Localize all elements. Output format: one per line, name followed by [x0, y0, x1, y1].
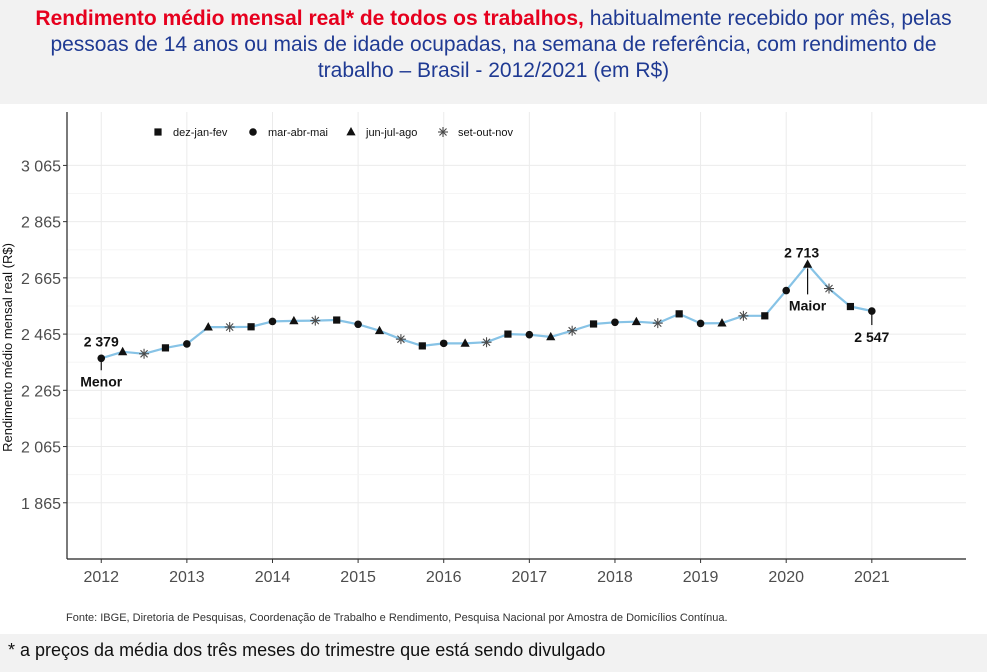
x-tick-label: 2015: [340, 569, 376, 586]
y-tick-label: 2 065: [21, 440, 61, 457]
legend-label: jun-jul-ago: [365, 127, 417, 139]
legend-label: dez-jan-fev: [173, 127, 228, 139]
data-point-asterisk: [567, 325, 578, 336]
data-point-square: [675, 310, 683, 318]
legend-label: mar-abr-mai: [268, 127, 328, 139]
annotation-min-tag: Menor: [80, 373, 123, 389]
annotation-min-value: 2 379: [84, 333, 119, 349]
x-tick-label: 2021: [854, 569, 890, 586]
data-point-asterisk: [652, 318, 663, 329]
data-point-circle: [782, 286, 790, 295]
data-point-triangle: [803, 259, 813, 268]
x-tick-label: 2014: [255, 569, 291, 586]
x-tick-label: 2016: [426, 569, 462, 586]
y-tick-label: 2 265: [21, 383, 61, 400]
legend-marker-asterisk: [438, 127, 448, 137]
data-point-square: [761, 312, 769, 320]
data-point-square: [247, 323, 255, 331]
x-tick-label: 2012: [83, 569, 119, 586]
data-point-circle: [183, 340, 191, 348]
data-point-triangle: [289, 315, 299, 325]
asterisk-stroke: [739, 311, 748, 320]
data-point-triangle: [118, 346, 128, 356]
data-point-asterisk: [738, 310, 749, 321]
data-point-triangle: [203, 322, 213, 331]
line-chart: 1 865 2 065 2 265 2 465 2 665 2 865 3 065 2012 2…: [0, 112, 966, 586]
data-point-triangle: [631, 316, 641, 326]
footnote: * a preços da média dos três meses do tr…: [8, 640, 606, 660]
data-point-circle: [354, 320, 362, 329]
title-rest: habitualmente recebido por mês, pelas pe…: [50, 7, 952, 82]
data-point-circle: [868, 307, 876, 315]
asterisk-stroke: [825, 284, 833, 293]
legend-marker-triangle: [346, 127, 356, 136]
x-tick-label: 2018: [597, 569, 633, 586]
footnote-band: [0, 634, 987, 672]
y-tick-label: 2 465: [21, 327, 61, 344]
asterisk-stroke: [439, 128, 447, 136]
annotation-max-value: 2 713: [784, 244, 819, 260]
y-tick-label: 2 665: [21, 271, 61, 288]
legend-label: set-out-nov: [458, 127, 514, 139]
data-point-asterisk: [824, 283, 835, 294]
data-point-square: [589, 320, 598, 328]
data-point-square: [333, 316, 341, 324]
annotation-max-tag: Maior: [789, 297, 827, 313]
data-point-asterisk: [224, 322, 235, 333]
data-point-asterisk: [481, 337, 492, 348]
data-point-asterisk: [395, 334, 406, 345]
data-point-square: [846, 302, 855, 311]
asterisk-stroke: [482, 338, 491, 347]
data-point-triangle: [374, 325, 385, 335]
data-point-circle: [97, 354, 106, 363]
x-tick-label: 2020: [768, 569, 804, 586]
legend-marker-square: [154, 128, 162, 136]
data-point-circle: [696, 319, 705, 328]
y-tick-label: 2 865: [21, 215, 61, 232]
title-band: [0, 0, 987, 104]
legend-marker-circle: [249, 128, 257, 136]
data-point-triangle: [460, 338, 470, 347]
asterisk-stroke: [311, 316, 320, 325]
source-note: Fonte: IBGE, Diretoria de Pesquisas, Coo…: [66, 612, 728, 624]
data-point-asterisk: [310, 315, 321, 326]
data-point-square: [161, 344, 170, 352]
data-point-square: [504, 330, 512, 338]
asterisk-stroke: [568, 326, 577, 335]
y-axis-title: Rendimento médio mensal real (R$): [0, 243, 15, 452]
asterisk-stroke: [396, 335, 405, 344]
x-tick-label: 2017: [512, 569, 548, 586]
data-point-square: [418, 342, 426, 350]
data-point-circle: [268, 317, 277, 326]
asterisk-stroke: [140, 349, 148, 358]
x-tick-label: 2013: [169, 569, 205, 586]
chart-title: Rendimento médio mensal real* de todos o…: [10, 6, 977, 84]
title-bold: Rendimento médio mensal real* de todos o…: [35, 7, 584, 30]
data-point-circle: [525, 330, 534, 339]
data-point-triangle: [546, 331, 556, 341]
asterisk-stroke: [653, 319, 662, 328]
y-tick-label: 3 065: [21, 158, 61, 175]
data-point-circle: [439, 339, 448, 348]
y-tick-label: 1 865: [21, 496, 61, 513]
data-point-asterisk: [139, 348, 150, 359]
data-point-circle: [611, 318, 619, 327]
data-point-triangle: [717, 318, 727, 327]
asterisk-stroke: [225, 323, 234, 331]
x-tick-label: 2019: [683, 569, 719, 586]
annotation-last-value: 2 547: [854, 329, 889, 345]
